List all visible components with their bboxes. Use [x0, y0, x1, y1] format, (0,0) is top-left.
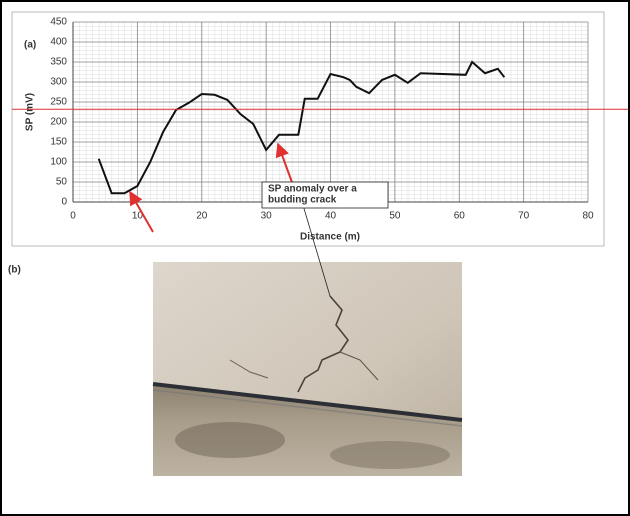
- y-tick-label: 250: [50, 97, 67, 108]
- y-tick-label: 50: [56, 177, 68, 188]
- panel-label: (a): [24, 40, 36, 51]
- x-tick-label: 50: [389, 211, 401, 222]
- x-tick-label: 30: [261, 211, 273, 222]
- y-tick-label: 100: [50, 157, 67, 168]
- chart-frame: [11, 11, 605, 247]
- arrow: [129, 190, 154, 233]
- panel-label: (b): [8, 265, 21, 276]
- y-tick-label: 350: [50, 57, 67, 68]
- x-tick-label: 60: [454, 211, 466, 222]
- x-tick-label: 20: [196, 211, 208, 222]
- y-tick-label: 150: [50, 137, 67, 148]
- data-line: [97, 60, 506, 195]
- x-axis-label: Distance (m): [300, 232, 360, 243]
- annotation: budding crack: [268, 195, 337, 206]
- y-tick-label: 450: [50, 17, 67, 28]
- y-axis-label: SP (mV): [25, 93, 36, 131]
- x-tick-label: 80: [582, 211, 594, 222]
- x-tick-label: 0: [70, 211, 76, 222]
- y-tick-label: 0: [61, 197, 67, 208]
- annotation: SP anomaly over a: [268, 184, 357, 195]
- x-tick-label: 10: [132, 211, 144, 222]
- y-tick-label: 400: [50, 37, 67, 48]
- y-tick-label: 300: [50, 77, 67, 88]
- photo: [152, 262, 463, 476]
- y-tick-label: 200: [50, 117, 67, 128]
- x-tick-label: 40: [325, 211, 337, 222]
- annotation-box: [261, 181, 389, 209]
- x-tick-label: 70: [518, 211, 530, 222]
- connector: [299, 194, 331, 297]
